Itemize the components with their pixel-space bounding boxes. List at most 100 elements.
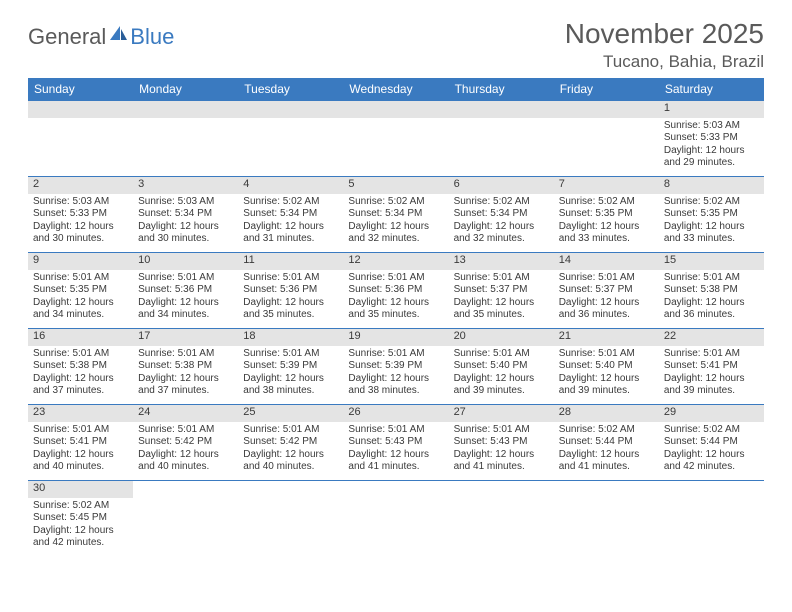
sunset-line: Sunset: 5:39 PM — [243, 360, 338, 373]
sunset-line: Sunset: 5:38 PM — [664, 284, 759, 297]
day-number-bar: 21 — [554, 329, 659, 346]
sunset-line: Sunset: 5:34 PM — [454, 208, 549, 221]
calendar-cell — [449, 481, 554, 557]
sunrise-line: Sunrise: 5:01 AM — [243, 348, 338, 361]
sunrise-line: Sunrise: 5:02 AM — [33, 500, 128, 513]
day-details: Sunrise: 5:01 AMSunset: 5:40 PMDaylight:… — [449, 346, 554, 401]
sunset-line: Sunset: 5:42 PM — [138, 436, 233, 449]
calendar-body: 1Sunrise: 5:03 AMSunset: 5:33 PMDaylight… — [28, 101, 764, 557]
header: General Blue November 2025 Tucano, Bahia… — [28, 18, 764, 72]
daylight-line: Daylight: 12 hours and 42 minutes. — [33, 525, 128, 550]
daylight-line: Daylight: 12 hours and 33 minutes. — [559, 221, 654, 246]
sunrise-line: Sunrise: 5:01 AM — [454, 272, 549, 285]
daylight-line: Daylight: 12 hours and 36 minutes. — [559, 297, 654, 322]
calendar-cell: 3Sunrise: 5:03 AMSunset: 5:34 PMDaylight… — [133, 177, 238, 253]
day-details: Sunrise: 5:01 AMSunset: 5:40 PMDaylight:… — [554, 346, 659, 401]
sunset-line: Sunset: 5:34 PM — [348, 208, 443, 221]
daylight-line: Daylight: 12 hours and 29 minutes. — [664, 145, 759, 170]
calendar-page: General Blue November 2025 Tucano, Bahia… — [0, 0, 792, 557]
location: Tucano, Bahia, Brazil — [565, 52, 764, 72]
daylight-line: Daylight: 12 hours and 38 minutes. — [243, 373, 338, 398]
day-details: Sunrise: 5:02 AMSunset: 5:35 PMDaylight:… — [659, 194, 764, 249]
day-number-bar: 1 — [659, 101, 764, 118]
calendar-cell: 26Sunrise: 5:01 AMSunset: 5:43 PMDayligh… — [343, 405, 448, 481]
calendar-cell: 19Sunrise: 5:01 AMSunset: 5:39 PMDayligh… — [343, 329, 448, 405]
sunset-line: Sunset: 5:36 PM — [348, 284, 443, 297]
sunset-line: Sunset: 5:43 PM — [454, 436, 549, 449]
day-details: Sunrise: 5:01 AMSunset: 5:43 PMDaylight:… — [449, 422, 554, 477]
logo-text-general: General — [28, 24, 106, 50]
calendar-cell: 29Sunrise: 5:02 AMSunset: 5:44 PMDayligh… — [659, 405, 764, 481]
sunrise-line: Sunrise: 5:01 AM — [664, 272, 759, 285]
day-number-bar: 25 — [238, 405, 343, 422]
calendar-cell: 17Sunrise: 5:01 AMSunset: 5:38 PMDayligh… — [133, 329, 238, 405]
sunset-line: Sunset: 5:42 PM — [243, 436, 338, 449]
daylight-line: Daylight: 12 hours and 36 minutes. — [664, 297, 759, 322]
daylight-line: Daylight: 12 hours and 33 minutes. — [664, 221, 759, 246]
sunrise-line: Sunrise: 5:01 AM — [138, 272, 233, 285]
calendar-header-cell: Monday — [133, 78, 238, 101]
sunrise-line: Sunrise: 5:01 AM — [243, 424, 338, 437]
calendar-cell — [28, 101, 133, 177]
daylight-line: Daylight: 12 hours and 35 minutes. — [348, 297, 443, 322]
calendar-cell: 22Sunrise: 5:01 AMSunset: 5:41 PMDayligh… — [659, 329, 764, 405]
calendar-cell: 18 Sunrise: 5:01 AMSunset: 5:39 PMDayligh… — [238, 329, 343, 405]
day-number-bar — [449, 101, 554, 118]
sunrise-line: Sunrise: 5:01 AM — [559, 348, 654, 361]
day-details: Sunrise: 5:01 AMSunset: 5:39 PMDaylight:… — [343, 346, 448, 401]
day-details: Sunrise: 5:01 AMSunset: 5:37 PMDaylight:… — [554, 270, 659, 325]
calendar-cell: 15Sunrise: 5:01 AMSunset: 5:38 PMDayligh… — [659, 253, 764, 329]
sunrise-line: Sunrise: 5:01 AM — [559, 272, 654, 285]
daylight-line: Daylight: 12 hours and 41 minutes. — [348, 449, 443, 474]
sunrise-line: Sunrise: 5:01 AM — [138, 348, 233, 361]
daylight-line: Daylight: 12 hours and 35 minutes. — [454, 297, 549, 322]
calendar-cell: 8Sunrise: 5:02 AMSunset: 5:35 PMDaylight… — [659, 177, 764, 253]
day-details: Sunrise: 5:01 AMSunset: 5:35 PMDaylight:… — [28, 270, 133, 325]
sunrise-line: Sunrise: 5:03 AM — [138, 196, 233, 209]
calendar-cell: 23Sunrise: 5:01 AMSunset: 5:41 PMDayligh… — [28, 405, 133, 481]
sunrise-line: Sunrise: 5:01 AM — [454, 424, 549, 437]
calendar-cell — [343, 481, 448, 557]
daylight-line: Daylight: 12 hours and 40 minutes. — [243, 449, 338, 474]
sunset-line: Sunset: 5:44 PM — [559, 436, 654, 449]
day-number-bar: 20 — [449, 329, 554, 346]
day-number-bar: 24 — [133, 405, 238, 422]
sunset-line: Sunset: 5:36 PM — [243, 284, 338, 297]
daylight-line: Daylight: 12 hours and 30 minutes. — [33, 221, 128, 246]
day-details: Sunrise: 5:03 AMSunset: 5:33 PMDaylight:… — [28, 194, 133, 249]
calendar-cell — [554, 481, 659, 557]
calendar-cell: 7Sunrise: 5:02 AMSunset: 5:35 PMDaylight… — [554, 177, 659, 253]
sunset-line: Sunset: 5:38 PM — [138, 360, 233, 373]
calendar-cell: 24Sunrise: 5:01 AMSunset: 5:42 PMDayligh… — [133, 405, 238, 481]
daylight-line: Daylight: 12 hours and 34 minutes. — [138, 297, 233, 322]
daylight-line: Daylight: 12 hours and 39 minutes. — [664, 373, 759, 398]
sunset-line: Sunset: 5:34 PM — [138, 208, 233, 221]
daylight-line: Daylight: 12 hours and 41 minutes. — [454, 449, 549, 474]
day-number-bar: 7 — [554, 177, 659, 194]
daylight-line: Daylight: 12 hours and 40 minutes. — [33, 449, 128, 474]
sunrise-line: Sunrise: 5:01 AM — [243, 272, 338, 285]
day-details: Sunrise: 5:02 AMSunset: 5:35 PMDaylight:… — [554, 194, 659, 249]
sunset-line: Sunset: 5:45 PM — [33, 512, 128, 525]
day-number-bar: 13 — [449, 253, 554, 270]
day-details: Sunrise: 5:01 AMSunset: 5:36 PMDaylight:… — [343, 270, 448, 325]
day-number-bar: 18 — [238, 329, 343, 346]
daylight-line: Daylight: 12 hours and 32 minutes. — [454, 221, 549, 246]
day-details: Sunrise: 5:01 AMSunset: 5:38 PMDaylight:… — [133, 346, 238, 401]
sunset-line: Sunset: 5:33 PM — [33, 208, 128, 221]
sunrise-line: Sunrise: 5:01 AM — [348, 424, 443, 437]
calendar-cell: 21Sunrise: 5:01 AMSunset: 5:40 PMDayligh… — [554, 329, 659, 405]
calendar-cell — [343, 101, 448, 177]
month-title: November 2025 — [565, 18, 764, 50]
day-number-bar — [28, 101, 133, 118]
day-number-bar: 16 — [28, 329, 133, 346]
sunset-line: Sunset: 5:41 PM — [33, 436, 128, 449]
sunrise-line: Sunrise: 5:01 AM — [138, 424, 233, 437]
calendar-cell: 20Sunrise: 5:01 AMSunset: 5:40 PMDayligh… — [449, 329, 554, 405]
day-number-bar — [238, 101, 343, 118]
sunrise-line: Sunrise: 5:01 AM — [33, 272, 128, 285]
day-number-bar: 6 — [449, 177, 554, 194]
calendar-header-cell: Thursday — [449, 78, 554, 101]
day-details: Sunrise: 5:02 AMSunset: 5:34 PMDaylight:… — [449, 194, 554, 249]
day-details: Sunrise: 5:01 AMSunset: 5:42 PMDaylight:… — [133, 422, 238, 477]
